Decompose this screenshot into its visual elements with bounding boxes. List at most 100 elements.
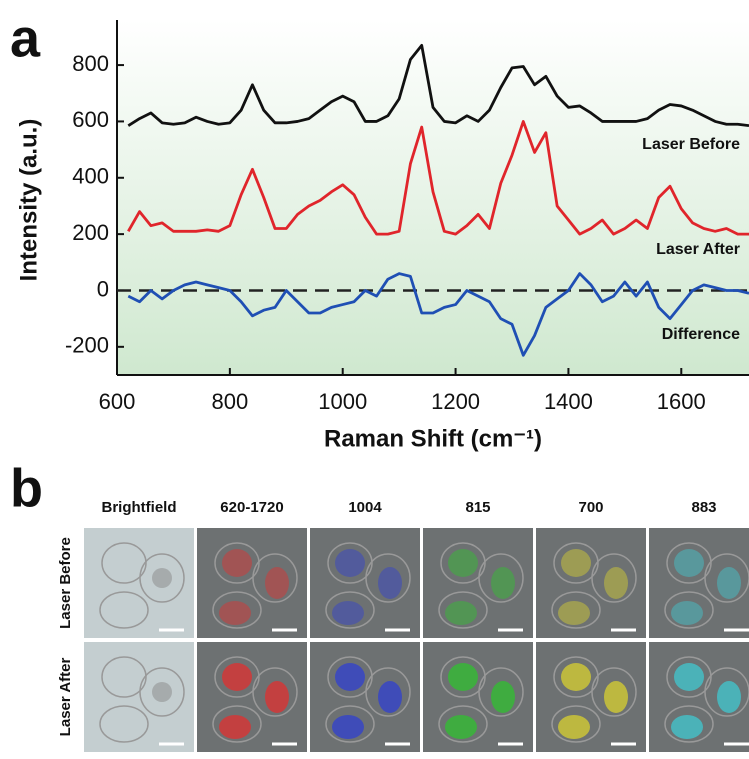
signal xyxy=(332,601,364,625)
panel-label: a xyxy=(10,8,41,68)
cell xyxy=(440,656,486,698)
y-tick-label: 0 xyxy=(97,276,109,301)
column-header: 700 xyxy=(578,499,603,516)
y-tick-label: 200 xyxy=(72,220,109,245)
signal xyxy=(265,681,289,713)
column-header: 883 xyxy=(691,499,716,516)
signal xyxy=(671,715,703,739)
column-header: 815 xyxy=(465,499,490,516)
x-tick-label: 1600 xyxy=(657,389,706,414)
signal xyxy=(448,663,478,691)
row-label: Laser After xyxy=(57,658,74,737)
signal xyxy=(561,549,591,577)
cell xyxy=(252,553,298,603)
micrograph xyxy=(423,528,533,638)
signal xyxy=(561,663,591,691)
cell xyxy=(101,542,147,584)
y-tick-label: -200 xyxy=(65,333,109,358)
micrograph xyxy=(310,642,420,752)
cell xyxy=(440,542,486,584)
x-tick-label: 1000 xyxy=(318,389,367,414)
cell xyxy=(325,591,375,629)
series-line xyxy=(127,120,749,236)
micrograph xyxy=(536,642,646,752)
y-tick-label: 800 xyxy=(72,51,109,76)
cell xyxy=(438,591,488,629)
cell xyxy=(365,553,411,603)
signal xyxy=(671,601,703,625)
cell xyxy=(101,656,147,698)
x-axis-label: Raman Shift (cm⁻¹) xyxy=(324,425,542,452)
signal xyxy=(222,663,252,691)
signal xyxy=(604,681,628,713)
cell xyxy=(438,705,488,743)
cell xyxy=(553,656,599,698)
column-header: 620-1720 xyxy=(220,499,283,516)
cell xyxy=(704,553,749,603)
signal xyxy=(491,681,515,713)
signal xyxy=(717,681,741,713)
micrograph xyxy=(84,642,194,752)
x-tick-label: 1200 xyxy=(431,389,480,414)
cell xyxy=(325,705,375,743)
x-tick-label: 800 xyxy=(211,389,248,414)
signal xyxy=(558,601,590,625)
cell xyxy=(591,553,637,603)
micrograph xyxy=(649,528,749,638)
cell xyxy=(139,553,185,603)
signal xyxy=(335,663,365,691)
nucleus xyxy=(152,568,172,588)
cell xyxy=(139,667,185,717)
signal xyxy=(674,663,704,691)
cell xyxy=(212,705,262,743)
cell xyxy=(666,656,712,698)
cell xyxy=(214,542,260,584)
micrograph xyxy=(197,528,307,638)
cell xyxy=(212,591,262,629)
y-tick-label: 600 xyxy=(72,107,109,132)
x-tick-label: 1400 xyxy=(544,389,593,414)
micrograph xyxy=(310,528,420,638)
cell xyxy=(365,667,411,717)
cell xyxy=(99,591,149,629)
column-header: Brightfield xyxy=(102,499,177,516)
cell xyxy=(553,542,599,584)
micrograph xyxy=(197,642,307,752)
cell xyxy=(551,591,601,629)
cell xyxy=(327,656,373,698)
micrograph xyxy=(423,642,533,752)
cell xyxy=(664,705,714,743)
signal xyxy=(378,567,402,599)
image-grid xyxy=(84,528,749,752)
column-header: 1004 xyxy=(348,499,382,516)
series-label: Difference xyxy=(662,326,740,343)
signal xyxy=(445,601,477,625)
signal xyxy=(222,549,252,577)
signal xyxy=(604,567,628,599)
signal xyxy=(448,549,478,577)
cell xyxy=(666,542,712,584)
panel-label: b xyxy=(10,458,43,518)
cell xyxy=(591,667,637,717)
cell xyxy=(478,553,524,603)
series-line xyxy=(127,43,749,128)
y-tick-label: 400 xyxy=(72,164,109,189)
signal xyxy=(674,549,704,577)
series-label: Laser Before xyxy=(642,136,740,153)
x-tick-label: 600 xyxy=(99,389,136,414)
signal xyxy=(219,601,251,625)
cell xyxy=(214,656,260,698)
signal xyxy=(335,549,365,577)
signal xyxy=(332,715,364,739)
plot-background xyxy=(117,20,749,375)
signal xyxy=(378,681,402,713)
cell xyxy=(478,667,524,717)
signal xyxy=(445,715,477,739)
cell xyxy=(704,667,749,717)
signal xyxy=(265,567,289,599)
signal xyxy=(491,567,515,599)
cell xyxy=(327,542,373,584)
cell xyxy=(252,667,298,717)
row-label: Laser Before xyxy=(57,537,74,629)
